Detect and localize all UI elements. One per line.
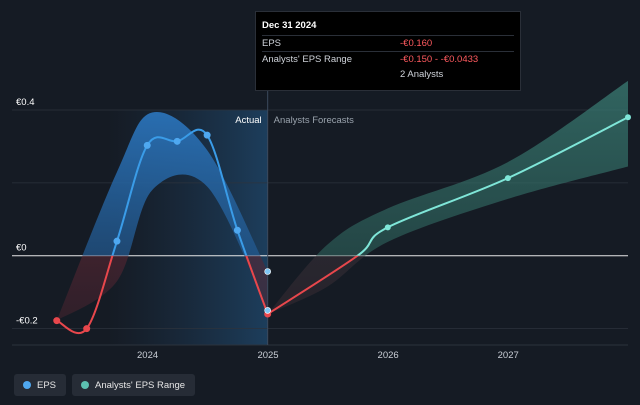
tooltip-value: -€0.160 <box>400 38 433 49</box>
tooltip-value: 2 Analysts <box>400 69 444 80</box>
data-tooltip: Dec 31 2024 EPS -€0.160 Analysts' EPS Ra… <box>255 11 521 91</box>
legend-label: Analysts' EPS Range <box>95 379 186 391</box>
range-high-point <box>264 268 271 275</box>
forecast-range-band <box>316 80 628 256</box>
forecast-section-label: Analysts Forecasts <box>274 115 354 126</box>
eps-point <box>83 325 91 333</box>
x-tick-label: 2027 <box>498 350 519 361</box>
eps-point <box>233 226 241 234</box>
y-axis-labels: €0.4 €0 -€0.2 <box>16 97 38 327</box>
tooltip-label: Analysts' EPS Range <box>262 54 352 65</box>
tooltip-row-eps: EPS -€0.160 <box>262 35 514 51</box>
legend-item-eps-range[interactable]: Analysts' EPS Range <box>72 374 196 396</box>
y-tick-label: €0.4 <box>16 97 35 108</box>
x-tick-label: 2025 <box>257 350 278 361</box>
y-tick-label: €0 <box>16 243 27 254</box>
x-tick-label: 2026 <box>378 350 399 361</box>
tooltip-row-range: Analysts' EPS Range -€0.150 - -€0.0433 <box>262 51 514 67</box>
forecast-point <box>504 175 511 182</box>
eps-points <box>53 114 631 333</box>
eps-point <box>113 237 121 245</box>
eps-actual-line-negative <box>56 255 269 335</box>
actual-range-band-negative <box>56 255 268 321</box>
tooltip-row-analysts: 2 Analysts <box>262 67 514 82</box>
eps-point <box>53 317 61 325</box>
tooltip-date: Dec 31 2024 <box>262 20 317 31</box>
forecast-point <box>625 114 631 121</box>
chart-legend: EPS Analysts' EPS Range <box>14 374 196 396</box>
legend-dot-icon <box>23 381 31 389</box>
eps-forecast-line-negative <box>267 255 360 315</box>
x-tick-label: 2024 <box>137 350 158 361</box>
eps-point <box>203 131 211 139</box>
eps-point <box>143 141 151 149</box>
legend-dot-icon <box>81 381 90 389</box>
range-low-point <box>264 307 271 314</box>
forecast-point <box>384 224 391 231</box>
actual-range-band <box>82 112 261 256</box>
legend-label: EPS <box>37 379 57 391</box>
y-tick-label: -€0.2 <box>16 316 38 327</box>
legend-item-eps[interactable]: EPS <box>14 374 67 396</box>
tooltip-label: EPS <box>262 38 282 49</box>
x-axis-labels: 2024 2025 2026 2027 <box>137 350 519 361</box>
eps-forecast-line <box>355 116 629 256</box>
tooltip-value: -€0.150 - -€0.0433 <box>400 54 479 65</box>
actual-section-label: Actual <box>235 115 261 126</box>
eps-point <box>173 137 181 145</box>
